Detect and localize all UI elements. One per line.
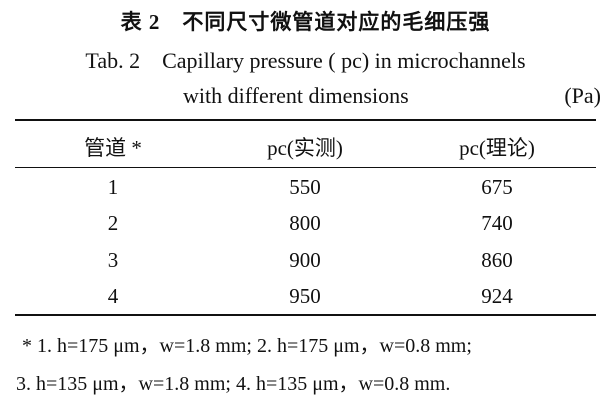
cell-theoretical: 860 bbox=[481, 248, 513, 272]
footnote-line2: 3. h=135 μm，w=1.8 mm; 4. h=135 μm，w=0.8 … bbox=[16, 373, 451, 395]
header-measured: pc(实测) bbox=[267, 136, 343, 160]
header-theoretical: pc(理论) bbox=[459, 136, 535, 160]
header-rule bbox=[15, 167, 596, 168]
unit-label: (Pa) bbox=[564, 83, 601, 108]
top-rule bbox=[15, 119, 596, 121]
cell-channel: 4 bbox=[107, 284, 119, 308]
cell-theoretical: 740 bbox=[481, 211, 513, 235]
table-title-chinese: 表 2 不同尺寸微管道对应的毛细压强 bbox=[120, 10, 491, 34]
table-title-english-line2: with different dimensions bbox=[183, 83, 409, 108]
cell-measured: 800 bbox=[289, 211, 321, 235]
cell-channel: 2 bbox=[107, 211, 119, 235]
cell-theoretical: 675 bbox=[481, 175, 513, 199]
cell-theoretical: 924 bbox=[481, 284, 513, 308]
footnote-line1: * 1. h=175 μm，w=1.8 mm; 2. h=175 μm，w=0.… bbox=[22, 335, 472, 357]
cell-channel: 3 bbox=[107, 248, 119, 272]
cell-measured: 550 bbox=[289, 175, 321, 199]
cell-measured: 900 bbox=[289, 248, 321, 272]
table-title-english-line1: Tab. 2 Capillary pressure ( pc) in micro… bbox=[85, 48, 526, 73]
cell-measured: 950 bbox=[289, 284, 321, 308]
bottom-rule bbox=[15, 314, 596, 316]
cell-channel: 1 bbox=[107, 175, 119, 199]
header-channel: 管道 * bbox=[84, 136, 142, 160]
